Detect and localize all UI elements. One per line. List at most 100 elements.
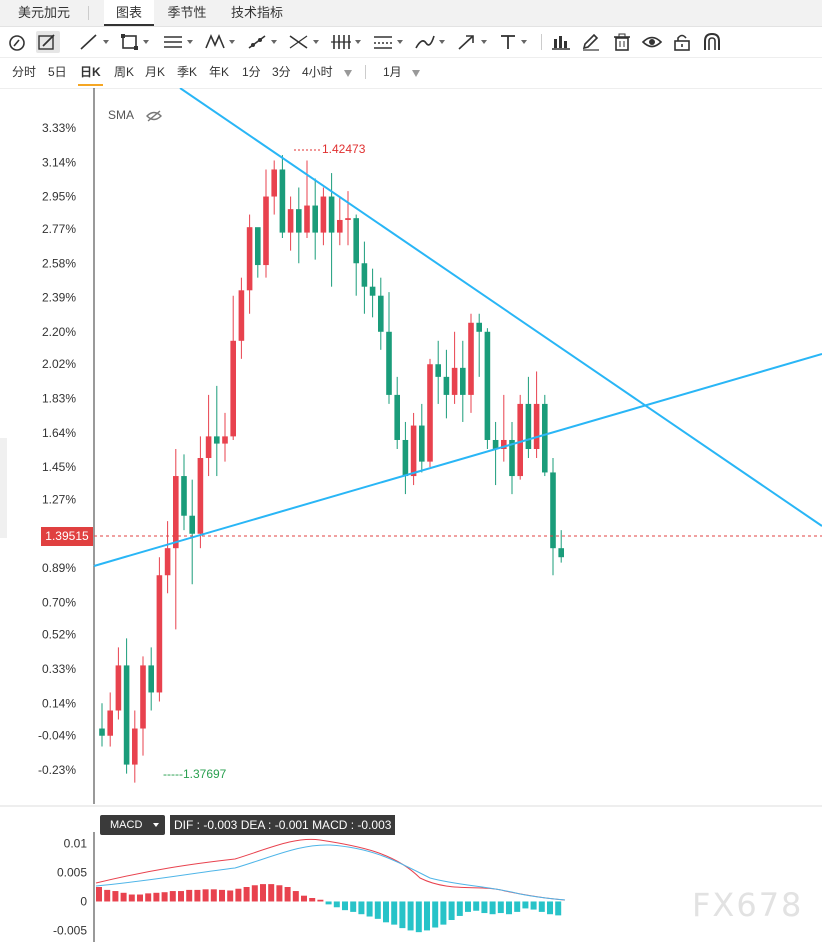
- candle-body: [173, 476, 179, 549]
- pencil-tool[interactable]: [36, 31, 60, 53]
- tab-chart[interactable]: 图表: [104, 0, 154, 26]
- candle-body: [501, 439, 507, 449]
- period-3min[interactable]: 3分: [272, 65, 291, 79]
- lock-tool[interactable]: [672, 31, 692, 53]
- period-intraday[interactable]: 分时: [12, 65, 37, 79]
- text-tool[interactable]: [498, 31, 527, 53]
- macd-bar: [374, 901, 381, 919]
- macd-bar: [432, 901, 439, 928]
- period-1month[interactable]: 1月: [383, 65, 402, 79]
- period-weekly[interactable]: 周K: [114, 65, 135, 79]
- candle-body: [369, 286, 376, 296]
- magnet-icon: [704, 33, 720, 50]
- y-tick-label: 3.33%: [42, 121, 76, 135]
- macd-bar: [465, 901, 471, 912]
- tab-seasonality[interactable]: 季节性: [167, 5, 207, 20]
- drawing-toolbar: [0, 27, 822, 58]
- y-tick-label: 2.39%: [42, 291, 76, 305]
- macd-bar: [522, 901, 529, 909]
- fibonacci-tool[interactable]: [288, 31, 319, 53]
- macd-bar: [333, 901, 340, 908]
- eye-off-icon[interactable]: [146, 110, 162, 122]
- candle-body: [443, 376, 450, 395]
- high-price-label: 1.42473: [322, 142, 366, 156]
- macd-bar: [301, 895, 307, 902]
- pencil-square-icon: [38, 34, 55, 50]
- candle-body: [189, 515, 195, 534]
- visibility-tool[interactable]: [641, 31, 663, 53]
- period-daily[interactable]: 日K: [78, 58, 103, 86]
- macd-bar: [530, 901, 537, 910]
- macd-bar: [145, 893, 152, 902]
- candle-body: [378, 295, 384, 332]
- candle-body: [205, 436, 212, 459]
- macd-bar: [506, 901, 512, 915]
- ascending-trendline[interactable]: [93, 353, 822, 567]
- tab-symbol[interactable]: 美元加元: [17, 5, 70, 20]
- candle-body: [394, 394, 400, 440]
- candle-body: [435, 364, 441, 377]
- period-monthly[interactable]: 月K: [145, 65, 166, 79]
- macd-bar: [481, 901, 488, 914]
- candle-body: [476, 322, 482, 332]
- edit-tool[interactable]: [580, 31, 602, 53]
- macd-bar: [325, 901, 332, 905]
- tab-bar: 美元加元 图表 季节性 技术指标: [0, 0, 822, 27]
- candle-body: [386, 331, 392, 395]
- macd-bar: [358, 901, 365, 915]
- channel-tool[interactable]: [372, 31, 403, 53]
- arrow-tool[interactable]: [456, 31, 487, 53]
- candle-body: [255, 227, 261, 266]
- brush-tool[interactable]: [414, 31, 445, 53]
- trendline-tool[interactable]: [78, 31, 109, 53]
- toolbar-divider: [541, 34, 542, 50]
- brush-icon: [415, 35, 435, 49]
- magnet-cursor-tool[interactable]: [6, 31, 28, 53]
- magnet-tool[interactable]: [702, 31, 722, 53]
- macd-bar: [555, 901, 562, 916]
- descending-trendline[interactable]: [179, 88, 822, 527]
- macd-bar: [120, 892, 127, 902]
- candle-body: [361, 263, 368, 287]
- ray-icon: [248, 35, 266, 49]
- candle-body: [197, 458, 204, 534]
- sma-indicator-label[interactable]: SMA: [108, 108, 135, 122]
- period-quarterly[interactable]: 季K: [177, 65, 198, 79]
- y-tick-label: 2.20%: [42, 325, 76, 339]
- candle-body: [115, 665, 122, 711]
- period-divider: [365, 65, 366, 79]
- macd-bar: [219, 889, 225, 902]
- period-bar: 分时 5日 日K 周K 月K 季K 年K 1分 3分 4小时 1月: [0, 58, 822, 89]
- candle-body: [558, 548, 564, 558]
- horizontal-lines-tool[interactable]: [162, 31, 193, 53]
- candle-body: [419, 425, 425, 462]
- macd-bar: [210, 889, 217, 902]
- candle-body: [296, 209, 302, 233]
- bar-chart-tool[interactable]: [550, 31, 572, 53]
- candle-body: [542, 403, 548, 473]
- period-1min[interactable]: 1分: [242, 65, 261, 79]
- y-tick-label: -0.04%: [38, 729, 76, 743]
- horizontal-lines-icon: [164, 36, 182, 48]
- y-tick-label: 2.95%: [42, 190, 76, 204]
- pattern-tool[interactable]: [204, 31, 235, 53]
- macd-bar: [391, 901, 398, 925]
- ray-tool[interactable]: [246, 31, 277, 53]
- macd-bar: [243, 887, 250, 902]
- period-4hour[interactable]: 4小时: [302, 65, 333, 79]
- side-panel-handle[interactable]: [0, 438, 7, 538]
- rectangle-tool[interactable]: [120, 31, 149, 53]
- period-yearly[interactable]: 年K: [209, 65, 230, 79]
- candle-body: [279, 169, 286, 233]
- macd-tick-label: 0: [80, 894, 87, 908]
- period-5day[interactable]: 5日: [48, 65, 67, 79]
- bars-tool[interactable]: [330, 31, 361, 53]
- period-dropdown-caret-icon[interactable]: [412, 70, 420, 77]
- tab-indicators[interactable]: 技术指标: [230, 5, 283, 20]
- y-tick-label: 0.52%: [42, 628, 76, 642]
- macd-indicator-select[interactable]: MACD: [100, 815, 165, 835]
- more-periods-caret-icon[interactable]: [344, 70, 352, 77]
- candle-body: [492, 439, 499, 449]
- delete-tool[interactable]: [611, 31, 633, 53]
- candlestick-chart[interactable]: 3.33% 3.14% 2.95% 2.77% 2.58% 2.39% 2.20% 2.02%…: [0, 88, 822, 942]
